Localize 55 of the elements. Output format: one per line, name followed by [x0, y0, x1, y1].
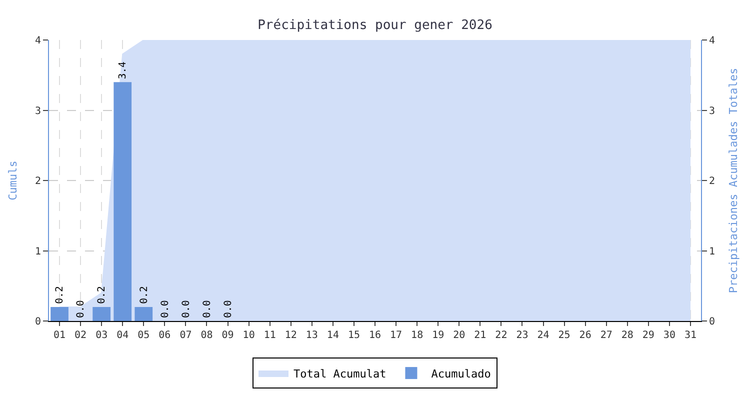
x-tick-label: 23	[516, 330, 528, 341]
x-tick-label: 14	[326, 330, 339, 341]
y-axis-title: Cumuls	[6, 160, 20, 200]
data-label: 0.2	[54, 286, 66, 304]
x-tick-label: 19	[432, 330, 444, 341]
chart-title: Précipitations pour gener 2026	[258, 18, 492, 34]
y-tick-label: 3	[34, 106, 41, 117]
x-tick-label: 04	[116, 330, 129, 341]
x-tick-label: 21	[474, 330, 486, 341]
x-tick-label: 18	[411, 330, 424, 341]
data-label: 0.0	[76, 300, 87, 318]
x-tick-label: 08	[200, 330, 213, 341]
x-tick-label: 17	[390, 330, 402, 341]
data-label: 0.0	[160, 300, 171, 318]
y-tick-label: 2	[34, 176, 41, 187]
y2-axis-title: Precipitaciones Acumulades Totales	[727, 68, 740, 294]
x-tick-label: 22	[495, 330, 508, 341]
y2-tick-label: 1	[709, 246, 716, 258]
y-tick-label: 0	[34, 316, 41, 328]
y2-tick-label: 3	[709, 106, 716, 117]
x-tick-label: 02	[74, 330, 87, 341]
data-label: 0.0	[202, 300, 213, 318]
x-tick-label: 24	[537, 330, 550, 341]
data-label: 0.2	[138, 286, 150, 304]
x-tick-label: 01	[53, 330, 66, 341]
x-tick-label: 07	[180, 330, 192, 341]
x-tick-label: 26	[579, 330, 592, 341]
y-tick-label: 1	[34, 246, 41, 258]
x-tick-label: 20	[453, 330, 466, 341]
x-tick-label: 06	[158, 330, 171, 341]
x-tick-label: 29	[642, 330, 654, 341]
x-tick-label: 09	[222, 330, 234, 341]
y2-tick-label: 2	[709, 176, 716, 187]
y2-tick-label: 0	[709, 316, 716, 328]
data-label: 3.4	[118, 61, 129, 80]
legend-label: Acumulado	[431, 367, 491, 380]
x-tick-label: 15	[348, 330, 360, 341]
x-tick-label: 12	[284, 330, 297, 341]
x-tick-label: 11	[264, 330, 276, 341]
x-tick-label: 28	[621, 330, 634, 341]
data-label: 0.2	[96, 286, 108, 304]
x-tick-label: 10	[242, 330, 255, 341]
x-tick-label: 05	[138, 330, 150, 341]
x-tick-label: 16	[368, 330, 382, 341]
data-label: 0.0	[222, 300, 234, 318]
data-label: 0.0	[180, 300, 192, 318]
x-tick-label: 31	[684, 330, 697, 341]
x-tick-label: 25	[558, 330, 570, 341]
x-tick-label: 30	[663, 330, 676, 341]
x-tick-label: 13	[306, 330, 318, 341]
legend-label: Total Acumulat	[294, 367, 386, 380]
y2-tick-label: 4	[709, 36, 716, 46]
x-tick-label: 03	[96, 330, 108, 341]
x-tick-label: 27	[600, 330, 612, 341]
y-tick-label: 4	[34, 36, 41, 46]
